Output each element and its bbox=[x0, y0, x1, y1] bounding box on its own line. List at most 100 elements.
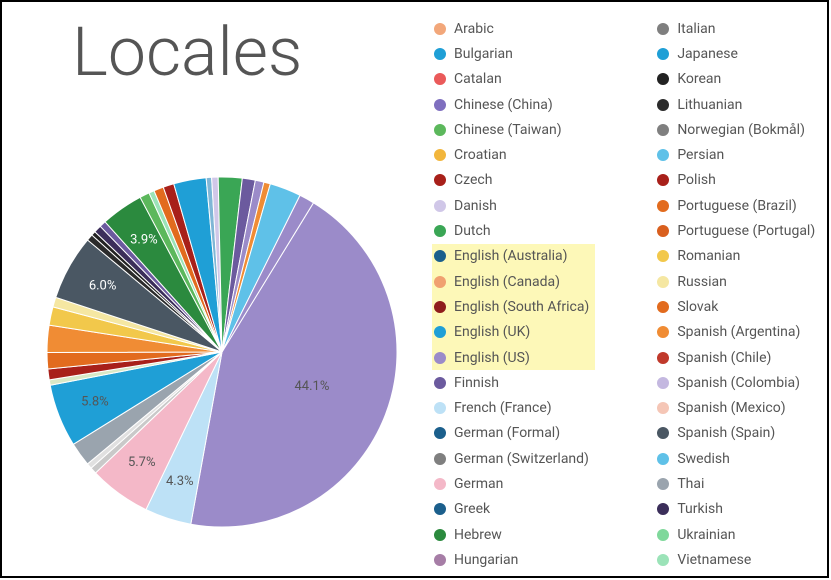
legend-swatch bbox=[657, 529, 669, 541]
legend-item[interactable]: Korean bbox=[655, 67, 821, 92]
legend-swatch bbox=[657, 124, 669, 136]
legend-label: Croatian bbox=[454, 147, 507, 163]
legend-label: Danish bbox=[454, 198, 497, 214]
legend-label: Vietnamese bbox=[677, 552, 751, 568]
legend-column: Arabic Bulgarian Catalan Chinese (China) Chi… bbox=[432, 16, 595, 578]
legend-label: Persian bbox=[677, 147, 724, 163]
legend-item[interactable]: Catalan bbox=[432, 67, 595, 92]
legend-swatch bbox=[434, 174, 446, 186]
legend-item[interactable]: German bbox=[432, 471, 595, 496]
legend-item[interactable]: German (Formal) bbox=[432, 421, 595, 446]
legend-item[interactable]: Italian bbox=[655, 16, 821, 41]
legend-item[interactable]: Japanese bbox=[655, 41, 821, 66]
legend-label: Ukrainian bbox=[677, 527, 735, 543]
legend-item[interactable]: Arabic bbox=[432, 16, 595, 41]
legend-item[interactable]: Romanian bbox=[655, 244, 821, 269]
legend-swatch bbox=[434, 377, 446, 389]
legend-swatch bbox=[657, 352, 669, 364]
legend-swatch bbox=[657, 453, 669, 465]
legend-item[interactable]: Spanish (Spain) bbox=[655, 421, 821, 446]
legend-item[interactable]: Danish bbox=[432, 193, 595, 218]
legend-item[interactable]: Spanish (Colombia) bbox=[655, 370, 821, 395]
legend-label: Others bbox=[677, 577, 718, 578]
legend-label: Spanish (Chile) bbox=[677, 350, 771, 366]
legend-item[interactable]: English (South Africa) bbox=[432, 294, 595, 319]
legend-swatch bbox=[657, 149, 669, 161]
legend-label: Chinese (Taiwan) bbox=[454, 122, 562, 138]
legend-label: German (Switzerland) bbox=[454, 451, 589, 467]
legend-label: English (Canada) bbox=[454, 274, 560, 290]
legend-item[interactable]: English (Canada) bbox=[432, 269, 595, 294]
legend-item[interactable]: Dutch bbox=[432, 218, 595, 243]
legend-label: French (France) bbox=[454, 400, 552, 416]
legend-label: English (US) bbox=[454, 350, 530, 366]
legend-swatch bbox=[657, 250, 669, 262]
legend-item[interactable]: Chinese (China) bbox=[432, 92, 595, 117]
legend-label: Bulgarian bbox=[454, 46, 513, 62]
legend-item[interactable]: Lithuanian bbox=[655, 92, 821, 117]
chart-frame: { "title": "Locales", "chart": { "type":… bbox=[0, 0, 829, 578]
legend-item[interactable]: English (US) bbox=[432, 345, 595, 370]
legend-item[interactable]: Spanish (Argentina) bbox=[655, 320, 821, 345]
legend-swatch bbox=[657, 503, 669, 515]
legend-swatch bbox=[434, 73, 446, 85]
slice-value-label: 44.1% bbox=[294, 379, 329, 394]
legend-swatch bbox=[657, 73, 669, 85]
chart-title: Locales bbox=[72, 12, 302, 92]
legend-item[interactable]: French (France) bbox=[432, 395, 595, 420]
legend-item[interactable]: Others bbox=[655, 573, 821, 578]
legend-item[interactable]: Swedish bbox=[655, 446, 821, 471]
legend-item[interactable]: Russian bbox=[655, 269, 821, 294]
legend-swatch bbox=[434, 427, 446, 439]
legend-item[interactable]: Persian bbox=[655, 142, 821, 167]
legend-item[interactable]: Norwegian (Bokmål) bbox=[655, 117, 821, 142]
legend-item[interactable]: Thai bbox=[655, 471, 821, 496]
legend-item[interactable]: German (Switzerland) bbox=[432, 446, 595, 471]
legend-swatch bbox=[657, 99, 669, 111]
legend-item[interactable]: Bulgarian bbox=[432, 41, 595, 66]
legend-item[interactable]: Hungarian bbox=[432, 547, 595, 572]
legend-swatch bbox=[434, 326, 446, 338]
legend-swatch bbox=[657, 225, 669, 237]
legend-item[interactable]: Slovak bbox=[655, 294, 821, 319]
legend-label: Spanish (Spain) bbox=[677, 425, 775, 441]
legend-item[interactable]: Indonesian bbox=[432, 573, 595, 578]
legend-swatch bbox=[434, 99, 446, 111]
legend-label: Catalan bbox=[454, 71, 502, 87]
legend-item[interactable]: Turkish bbox=[655, 497, 821, 522]
slice-value-label: 5.7% bbox=[128, 455, 156, 470]
legend-swatch bbox=[434, 48, 446, 60]
legend-label: Spanish (Mexico) bbox=[677, 400, 785, 416]
legend-item[interactable]: Portuguese (Brazil) bbox=[655, 193, 821, 218]
legend-item[interactable]: English (Australia) bbox=[432, 244, 595, 269]
legend-item[interactable]: Spanish (Chile) bbox=[655, 345, 821, 370]
legend-item[interactable]: Hebrew bbox=[432, 522, 595, 547]
legend-label: Portuguese (Portugal) bbox=[677, 223, 815, 239]
legend-item[interactable]: Greek bbox=[432, 497, 595, 522]
legend-item[interactable]: Vietnamese bbox=[655, 547, 821, 572]
legend-label: Norwegian (Bokmål) bbox=[677, 122, 805, 138]
legend-swatch bbox=[657, 200, 669, 212]
legend-label: Indonesian bbox=[454, 577, 523, 578]
legend-item[interactable]: Croatian bbox=[432, 142, 595, 167]
legend-label: German bbox=[454, 476, 503, 492]
legend-item[interactable]: Finnish bbox=[432, 370, 595, 395]
legend-label: Spanish (Argentina) bbox=[677, 324, 800, 340]
legend-label: Portuguese (Brazil) bbox=[677, 198, 796, 214]
legend-label: Slovak bbox=[677, 299, 718, 315]
legend-item[interactable]: Chinese (Taiwan) bbox=[432, 117, 595, 142]
legend-item[interactable]: English (UK) bbox=[432, 320, 595, 345]
legend: Arabic Bulgarian Catalan Chinese (China) Chi… bbox=[432, 16, 821, 578]
legend-swatch bbox=[657, 23, 669, 35]
legend-swatch bbox=[657, 478, 669, 490]
legend-label: Finnish bbox=[454, 375, 499, 391]
legend-item[interactable]: Ukrainian bbox=[655, 522, 821, 547]
legend-item[interactable]: Spanish (Mexico) bbox=[655, 395, 821, 420]
legend-swatch bbox=[434, 402, 446, 414]
legend-label: Czech bbox=[454, 172, 492, 188]
legend-swatch bbox=[657, 276, 669, 288]
legend-item[interactable]: Czech bbox=[432, 168, 595, 193]
legend-item[interactable]: Polish bbox=[655, 168, 821, 193]
legend-item[interactable]: Portuguese (Portugal) bbox=[655, 218, 821, 243]
legend-label: Korean bbox=[677, 71, 721, 87]
